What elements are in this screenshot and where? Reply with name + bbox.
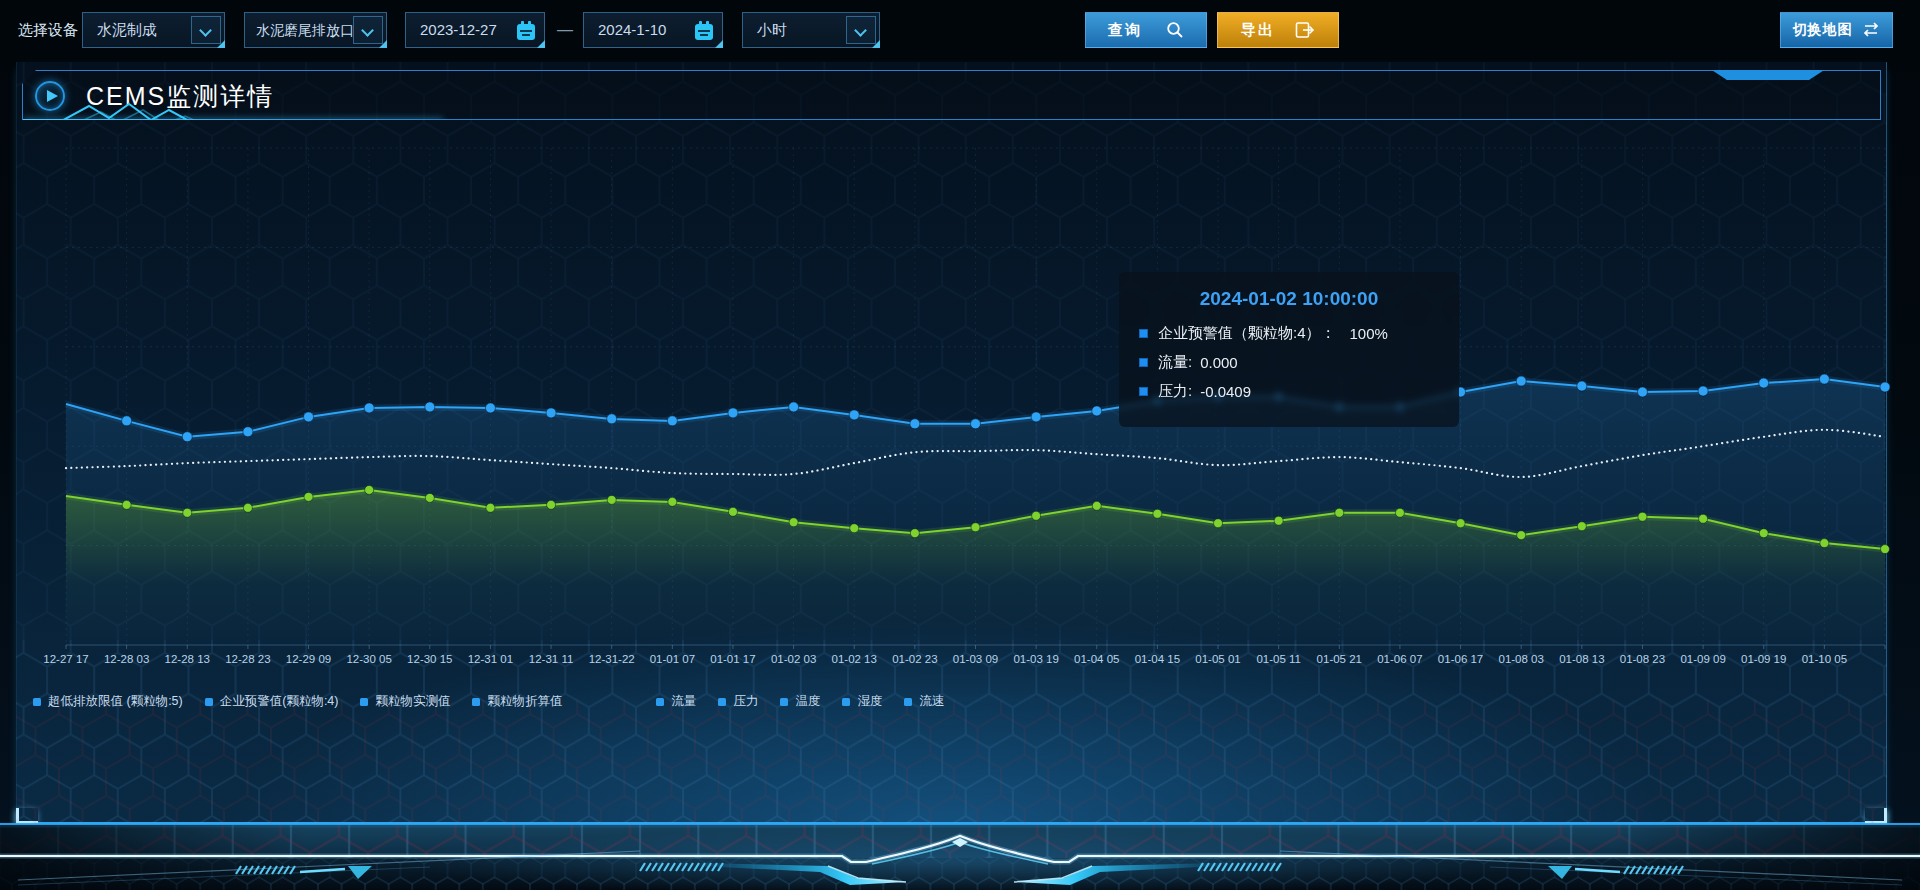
export-icon (1295, 21, 1315, 39)
legend-label: 流量 (671, 693, 696, 710)
legend-item[interactable]: 温度 (780, 693, 820, 710)
legend-item[interactable]: 超低排放限值 (颗粒物:5) (33, 693, 183, 710)
tooltip-series-marker (1139, 329, 1148, 338)
legend-label: 流速 (919, 693, 944, 710)
chart-tooltip: 2024-01-02 10:00:00 企业预警值（颗粒物:4）： 100% 流量:… (1119, 272, 1459, 427)
outlet-select-dropdown-cell[interactable] (353, 16, 383, 44)
tooltip-row-value: 100% (1350, 325, 1388, 342)
panel-corner-bottom-right (1865, 808, 1887, 824)
export-button-label: 导出 (1241, 21, 1275, 40)
device-select-label: 选择设备 (18, 12, 78, 48)
legend-marker (33, 698, 41, 706)
end-date-picker[interactable]: 2024-1-10 (583, 12, 723, 48)
legend-marker (205, 698, 213, 706)
tooltip-series-marker (1139, 358, 1148, 367)
legend-label: 超低排放限值 (颗粒物:5) (48, 693, 183, 710)
legend-item[interactable]: 颗粒物实测值 (360, 693, 450, 710)
chevron-down-icon (199, 24, 212, 37)
legend-label: 温度 (795, 693, 820, 710)
switch-arrows-icon (1861, 22, 1881, 38)
legend-item[interactable]: 企业预警值(颗粒物:4) (205, 693, 339, 710)
legend-marker (780, 698, 788, 706)
legend-item[interactable]: 流量 (656, 693, 696, 710)
legend-marker (360, 698, 368, 706)
tooltip-row-value: -0.0409 (1200, 383, 1251, 400)
legend-item[interactable]: 流速 (904, 693, 944, 710)
tooltip-row: 压力: -0.0409 (1139, 382, 1439, 401)
tooltip-row-value: 0.000 (1200, 354, 1238, 371)
legend-label: 颗粒物折算值 (487, 693, 562, 710)
legend-item[interactable]: 颗粒物折算值 (472, 693, 562, 710)
tooltip-row-label: 流量: (1158, 353, 1192, 372)
top-toolbar: 选择设备 水泥制成 水泥磨尾排放口 2023-12-27 — 2024-1-10… (0, 0, 1920, 56)
title-bar-notch (1704, 70, 1832, 80)
device-select-value: 水泥制成 (97, 13, 157, 47)
legend-marker (656, 698, 664, 706)
bottom-hud-decoration (0, 824, 1920, 890)
legend-marker (842, 698, 850, 706)
end-date-value: 2024-1-10 (598, 13, 666, 47)
legend-marker (904, 698, 912, 706)
interval-select-value: 小时 (757, 13, 787, 47)
panel-corner-bottom-left (16, 808, 38, 824)
tooltip-series-marker (1139, 387, 1148, 396)
start-date-value: 2023-12-27 (420, 13, 497, 47)
chart-legend: 超低排放限值 (颗粒物:5) 企业预警值(颗粒物:4) 颗粒物实测值 颗粒物折算值 流量… (33, 693, 944, 710)
export-button[interactable]: 导出 (1217, 12, 1339, 48)
legend-label: 颗粒物实测值 (375, 693, 450, 710)
query-button[interactable]: 查询 (1085, 12, 1207, 48)
legend-label: 压力 (733, 693, 758, 710)
device-select[interactable]: 水泥制成 (82, 12, 225, 48)
legend-label: 湿度 (857, 693, 882, 710)
outlet-select-value: 水泥磨尾排放口 (256, 13, 354, 47)
tooltip-row: 流量: 0.000 (1139, 353, 1439, 372)
legend-label: 企业预警值(颗粒物:4) (220, 693, 339, 710)
switch-map-button[interactable]: 切换地图 (1780, 12, 1893, 48)
tooltip-row-label: 企业预警值（颗粒物:4）： (1158, 324, 1336, 343)
legend-marker (718, 698, 726, 706)
date-range-separator: — (551, 12, 579, 48)
legend-marker (472, 698, 480, 706)
tooltip-title: 2024-01-02 10:00:00 (1139, 288, 1439, 310)
switch-map-label: 切换地图 (1793, 21, 1853, 39)
legend-item[interactable]: 压力 (718, 693, 758, 710)
panel-title-bar: CEMS监测详情 (22, 70, 1881, 120)
legend-item[interactable]: 湿度 (842, 693, 882, 710)
calendar-icon[interactable] (515, 20, 537, 45)
chevron-down-icon (854, 24, 867, 37)
outlet-select[interactable]: 水泥磨尾排放口 (244, 12, 387, 48)
query-button-label: 查询 (1108, 21, 1142, 40)
interval-select[interactable]: 小时 (742, 12, 880, 48)
tooltip-row: 企业预警值（颗粒物:4）： 100% (1139, 324, 1439, 343)
device-select-dropdown-cell[interactable] (191, 16, 221, 44)
chevron-down-icon (361, 24, 374, 37)
search-icon (1166, 21, 1184, 39)
interval-select-dropdown-cell[interactable] (846, 16, 876, 44)
tooltip-row-label: 压力: (1158, 382, 1192, 401)
start-date-picker[interactable]: 2023-12-27 (405, 12, 545, 48)
calendar-icon[interactable] (693, 20, 715, 45)
